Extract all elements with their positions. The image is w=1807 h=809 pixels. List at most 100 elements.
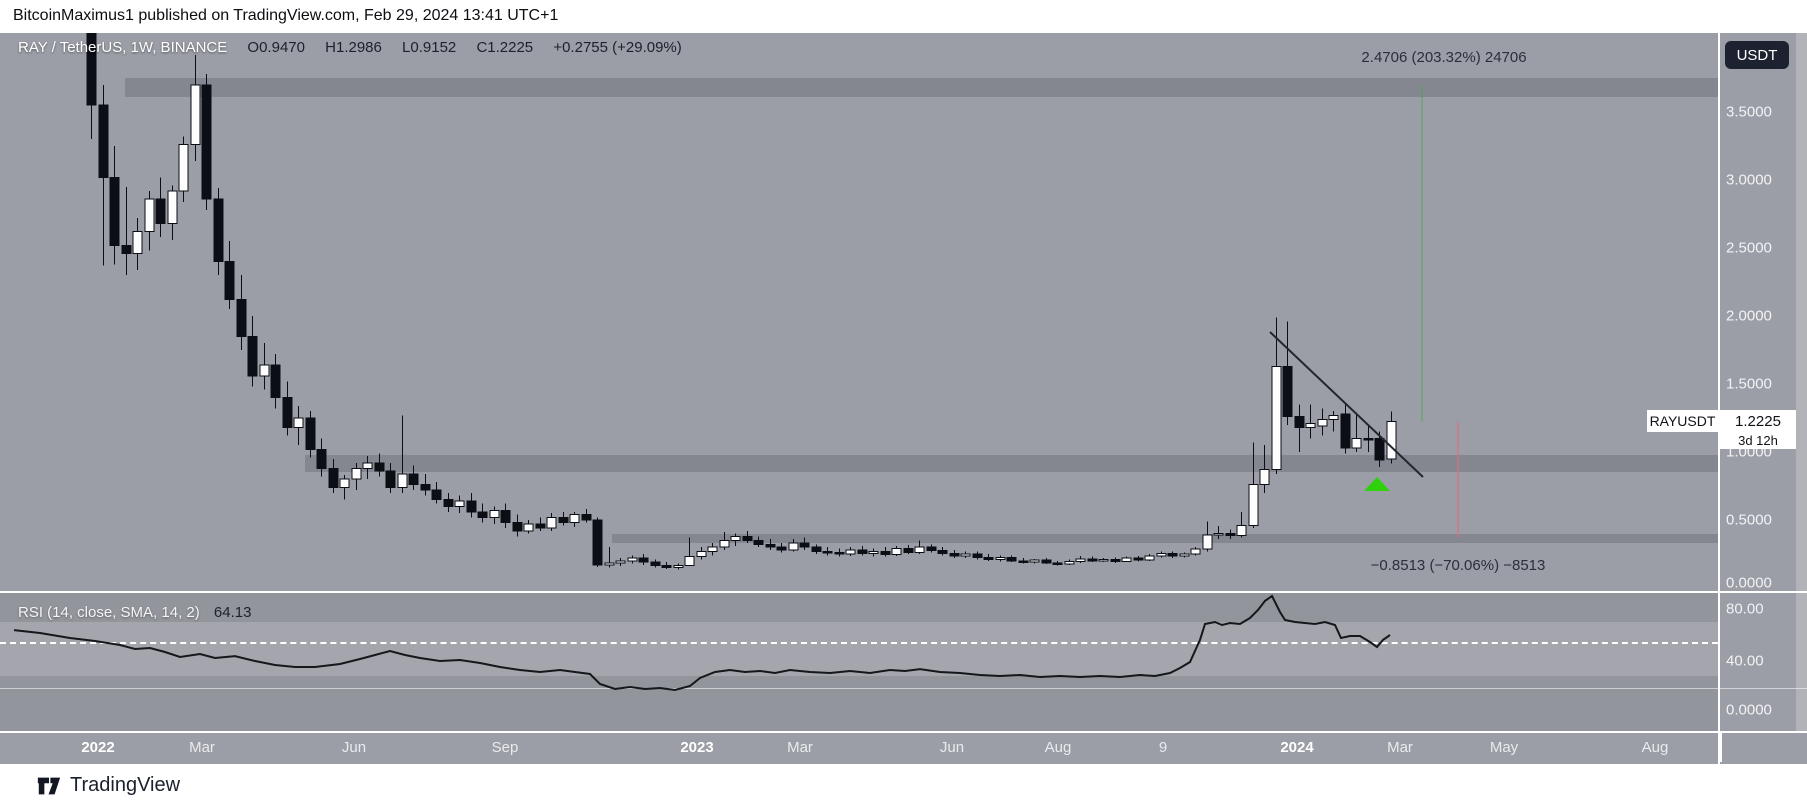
candle-body — [995, 556, 1006, 560]
time-tick-month: Sep — [491, 739, 519, 756]
tradingview-brand-text[interactable]: TradingView — [70, 774, 181, 796]
candle-body — [604, 562, 615, 566]
ohlc-change: +0.2755 (+29.09%) — [553, 39, 682, 56]
candle-body — [1041, 559, 1052, 564]
candle-body — [581, 514, 592, 521]
candle-body — [385, 470, 396, 488]
candle-body — [799, 542, 810, 548]
publish-info-text: BitcoinMaximus1 published on TradingView… — [13, 7, 559, 24]
candle-body — [1156, 552, 1167, 557]
candle-body — [1110, 558, 1121, 562]
right-margin-strip — [1796, 33, 1807, 731]
candle-body — [1179, 553, 1190, 557]
candle-body — [420, 484, 431, 491]
candle-body — [1351, 437, 1362, 449]
candle-body — [558, 516, 569, 524]
candle-body — [1248, 484, 1259, 526]
rsi-band-30-70 — [0, 622, 1718, 676]
price-tick-label: 2.5000 — [1726, 239, 1772, 257]
candle-body — [983, 556, 994, 560]
candle-body — [615, 560, 626, 564]
candle-body — [477, 511, 488, 518]
buy-signal-arrow-icon[interactable] — [1364, 477, 1390, 491]
candle-body — [132, 231, 143, 254]
candle-body — [1328, 414, 1339, 420]
rsi-middle-dashed-line — [0, 642, 1718, 644]
footer-bar: TradingView — [0, 764, 1807, 809]
price-tick-label: 0.5000 — [1726, 511, 1772, 529]
rsi-legend[interactable]: RSI (14, close, SMA, 14, 2) 64.13 — [18, 604, 251, 621]
candle-body — [1133, 557, 1144, 561]
candle-body — [949, 552, 960, 557]
candle-body — [684, 556, 695, 567]
candle-body — [408, 473, 419, 486]
candle-body — [1294, 416, 1305, 429]
candle-body — [397, 473, 408, 488]
rsi-tick-label: 40.00 — [1726, 652, 1764, 670]
candle-body — [673, 565, 684, 569]
candle-body — [213, 198, 224, 263]
candle-body — [247, 335, 258, 377]
time-tick-month: Jun — [341, 739, 367, 756]
candle-body — [1018, 560, 1029, 563]
candle-body — [523, 523, 534, 532]
candle-body — [1282, 365, 1293, 418]
time-tick-month: May — [1489, 739, 1519, 756]
candle-body — [443, 499, 454, 507]
candle-body — [868, 550, 879, 554]
candle-body — [144, 198, 155, 233]
tradingview-logo-icon[interactable] — [36, 773, 62, 799]
ohlc-low: L0.9152 — [402, 39, 457, 56]
candle-body — [638, 557, 649, 563]
candle-body — [937, 550, 948, 554]
candle-body — [903, 548, 914, 554]
time-axis-separator — [0, 731, 1807, 733]
scale-corner-cell — [1720, 733, 1807, 762]
candle-body — [1029, 559, 1040, 563]
price-tick-label: 3.0000 — [1726, 171, 1772, 189]
candle-body — [880, 550, 891, 556]
candle-body — [155, 198, 166, 225]
currency-toggle-button[interactable]: USDT — [1725, 41, 1789, 69]
measure-up-label: 2.4706 (203.32%) 24706 — [1361, 49, 1527, 66]
candle-body — [834, 552, 845, 555]
candle-body — [1064, 560, 1075, 565]
time-tick-month: Mar — [1387, 739, 1413, 756]
candle-body — [431, 489, 442, 501]
measure-down-label: −0.8513 (−70.06%) −8513 — [1370, 557, 1546, 574]
candle-body — [178, 144, 189, 192]
candle-body — [305, 417, 316, 450]
symbol-title[interactable]: RAY / TetherUS, 1W, BINANCE — [18, 39, 228, 56]
candle-body — [845, 549, 856, 555]
price-scale-separator — [1718, 33, 1720, 764]
chart-area[interactable]: RAY / TetherUS, 1W, BINANCE O0.9470 H1.2… — [0, 33, 1807, 764]
rsi-lower-line — [0, 688, 1807, 689]
price-tick-label: 3.5000 — [1726, 103, 1772, 121]
candle-body — [466, 500, 477, 513]
rsi-value: 64.13 — [213, 604, 252, 621]
candle-body — [121, 244, 132, 254]
candle-body — [788, 542, 799, 551]
candle-body — [293, 417, 304, 429]
price-tick-label: 1.5000 — [1726, 375, 1772, 393]
time-tick-month: Mar — [787, 739, 813, 756]
candle-body — [489, 509, 500, 518]
candle-body — [960, 553, 971, 557]
rsi-label[interactable]: RSI (14, close, SMA, 14, 2) — [18, 604, 200, 621]
time-tick-month: 9 — [1158, 739, 1168, 756]
candle-body — [1386, 421, 1397, 460]
price-tick-label: 0.0000 — [1726, 574, 1772, 592]
time-tick-year: 2023 — [680, 739, 714, 756]
candle-body — [1144, 555, 1155, 561]
symbol-legend[interactable]: RAY / TetherUS, 1W, BINANCE O0.9470 H1.2… — [18, 39, 682, 56]
candle-body — [627, 557, 638, 562]
candle-body — [776, 546, 787, 551]
candle-body — [1305, 422, 1316, 429]
candle-body — [661, 565, 672, 569]
candle-body — [926, 546, 937, 552]
rsi-tick-label: 0.0000 — [1726, 701, 1772, 719]
last-price-label: RAYUSDT 1.2225 3d 12h — [1647, 410, 1796, 449]
candle-body — [454, 500, 465, 507]
candle-body — [891, 548, 902, 556]
pane-separator[interactable] — [0, 591, 1807, 593]
